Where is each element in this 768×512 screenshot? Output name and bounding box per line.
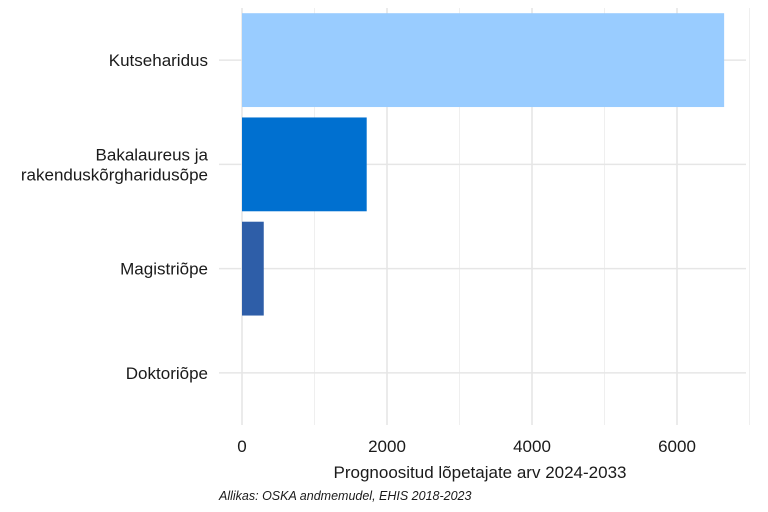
x-tick-label: 0 (237, 437, 246, 456)
bars (242, 13, 725, 316)
source-caption: Allikas: OSKA andmemudel, EHIS 2018-2023 (218, 489, 471, 503)
category-label: Bakalaureus ja rakenduskõrgharidusõpe (21, 145, 209, 184)
x-axis-title: Prognoositud lõpetajate arv 2024-2033 (334, 463, 627, 482)
bar (242, 13, 725, 108)
x-tick-label: 6000 (658, 437, 696, 456)
x-tick-labels: 0 2000 4000 6000 (237, 437, 696, 456)
bar (242, 221, 264, 316)
bar (242, 117, 367, 212)
x-tick-label: 2000 (368, 437, 406, 456)
category-labels: Kutseharidus Bakalaureus ja rakenduskõrgha… (21, 51, 209, 383)
category-label: Doktoriõpe (126, 364, 208, 383)
x-tick-label: 4000 (513, 437, 551, 456)
category-label: Magistriõpe (120, 260, 208, 279)
category-label: Kutseharidus (109, 51, 208, 70)
